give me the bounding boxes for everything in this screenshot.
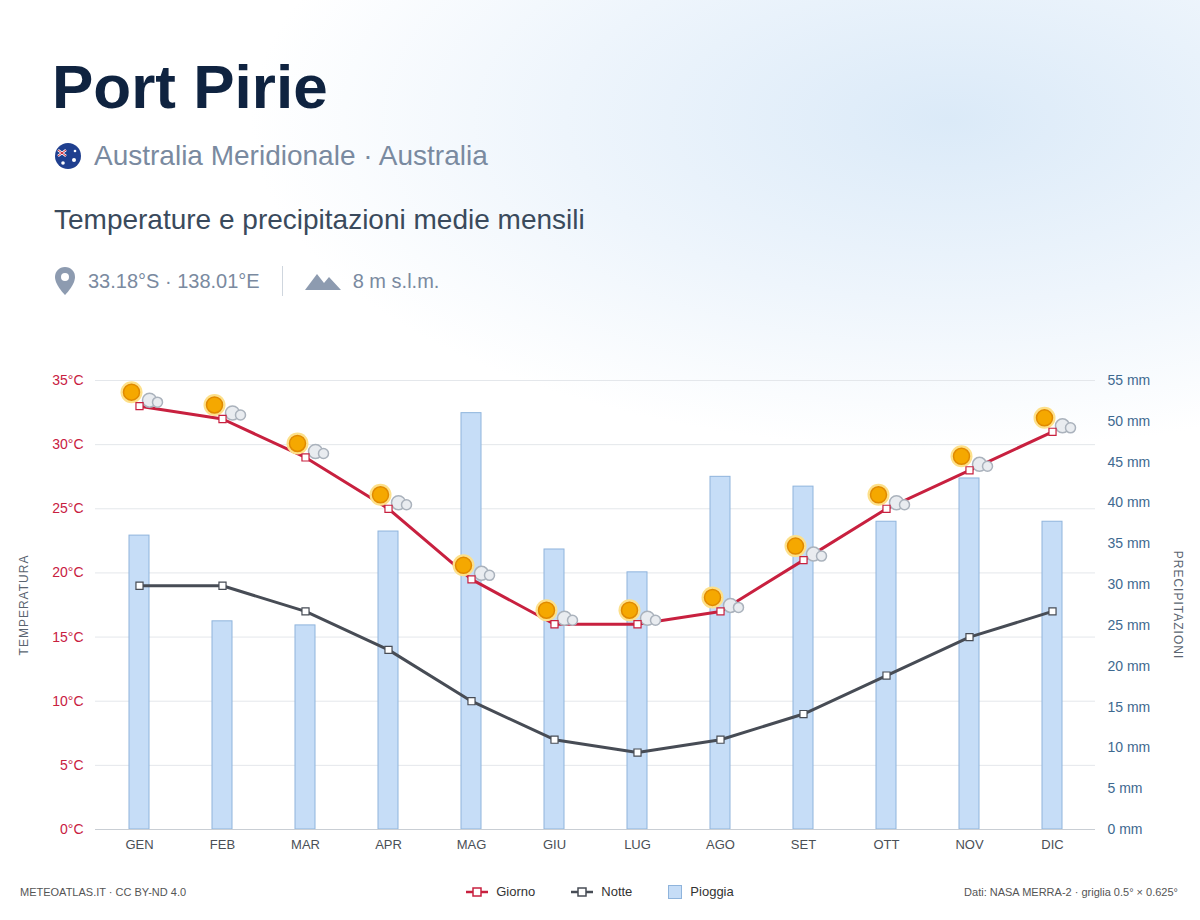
svg-text:5°C: 5°C — [60, 757, 84, 773]
html-text:Giorno: Giorno — [496, 884, 536, 899]
html-text:METEOATLAS.IT · CC BY-ND 4.0: METEOATLAS.IT · CC BY-ND 4.0 — [20, 886, 187, 898]
svg-text:0 mm: 0 mm — [1108, 821, 1143, 837]
svg-text:30 mm: 30 mm — [1108, 576, 1151, 592]
svg-text:GEN: GEN — [125, 837, 153, 852]
svg-text:FEB: FEB — [210, 837, 235, 852]
svg-text:OTT: OTT — [874, 837, 900, 852]
html-text:TEMPERATURA: TEMPERATURA — [17, 554, 31, 656]
svg-text:10°C: 10°C — [52, 693, 83, 709]
svg-text:MAR: MAR — [291, 837, 320, 852]
svg-text:SET: SET — [791, 837, 816, 852]
svg-text:30°C: 30°C — [52, 436, 83, 452]
svg-text:55 mm: 55 mm — [1108, 372, 1151, 388]
html-text:33.18°S · 138.01°E: 33.18°S · 138.01°E — [88, 269, 260, 292]
svg-text:APR: APR — [375, 837, 402, 852]
svg-text:NOV: NOV — [955, 837, 984, 852]
html-text:8 m s.l.m.: 8 m s.l.m. — [352, 269, 440, 292]
html-text:PRECIPITAZIONI: PRECIPITAZIONI — [1171, 550, 1185, 660]
html-text:Temperature e precipitazioni m: Temperature e precipitazioni medie mensi… — [54, 204, 585, 235]
svg-text:40 mm: 40 mm — [1108, 494, 1151, 510]
svg-text:20 mm: 20 mm — [1108, 658, 1151, 674]
svg-text:10 mm: 10 mm — [1108, 739, 1151, 755]
html-text:Notte: Notte — [601, 884, 633, 899]
html-text:Port Pirie: Port Pirie — [52, 52, 328, 121]
svg-text:DIC: DIC — [1041, 837, 1063, 852]
html-text:Pioggia: Pioggia — [690, 884, 734, 899]
svg-text:GIU: GIU — [543, 837, 566, 852]
html-text:Australia Meridionale · Austra: Australia Meridionale · Australia — [94, 140, 488, 171]
svg-text:25°C: 25°C — [52, 500, 83, 516]
svg-text:AGO: AGO — [706, 837, 735, 852]
svg-text:LUG: LUG — [624, 837, 651, 852]
svg-text:MAG: MAG — [457, 837, 487, 852]
svg-text:35 mm: 35 mm — [1108, 535, 1151, 551]
svg-text:5 mm: 5 mm — [1108, 780, 1143, 796]
svg-text:25 mm: 25 mm — [1108, 617, 1151, 633]
svg-text:0°C: 0°C — [60, 821, 84, 837]
svg-text:50 mm: 50 mm — [1108, 413, 1151, 429]
svg-text:20°C: 20°C — [52, 564, 83, 580]
svg-text:15 mm: 15 mm — [1108, 699, 1151, 715]
html-text:Dati: NASA MERRA-2 · griglia 0: Dati: NASA MERRA-2 · griglia 0.5° × 0.62… — [964, 886, 1178, 898]
svg-text:35°C: 35°C — [52, 372, 83, 388]
svg-text:45 mm: 45 mm — [1108, 454, 1151, 470]
svg-text:15°C: 15°C — [52, 629, 83, 645]
